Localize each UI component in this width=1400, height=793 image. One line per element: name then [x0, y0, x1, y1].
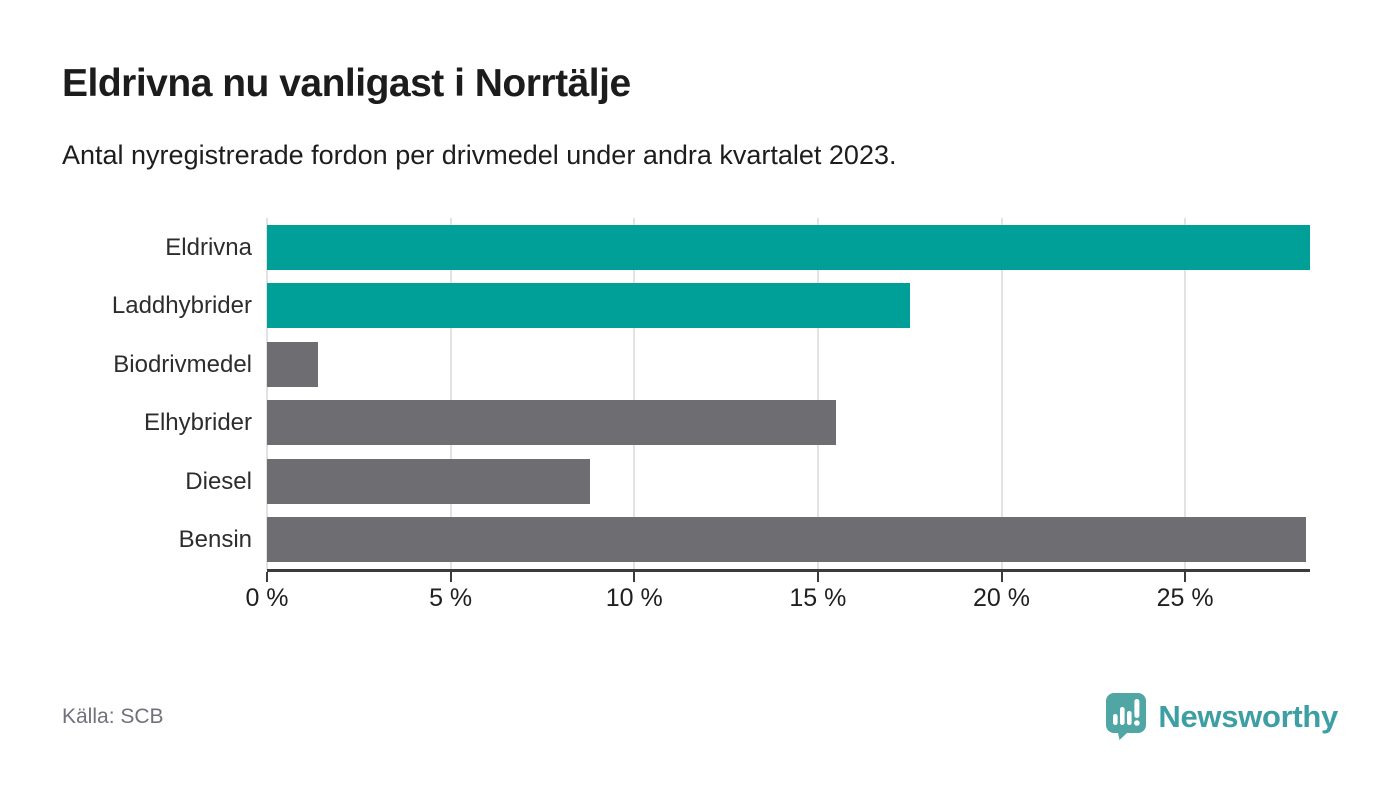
x-tick-label: 10 %	[605, 584, 663, 612]
x-tick-label: 5 %	[429, 584, 473, 612]
x-tick	[633, 572, 636, 582]
gridline	[266, 218, 268, 570]
source-note: Källa: SCB	[62, 705, 164, 728]
x-tick	[1000, 572, 1003, 582]
page-title: Eldrivna nu vanligast i Norrtälje	[62, 62, 631, 105]
category-label: Biodrivmedel	[113, 350, 252, 378]
y-axis-labels: Eldrivna Laddhybrider Biodrivmedel Elhybrid…	[40, 218, 252, 570]
gridline	[816, 218, 819, 570]
x-tick-label: 25 %	[1156, 584, 1214, 612]
x-tick	[266, 572, 268, 582]
x-tick-label: 15 %	[789, 584, 847, 612]
gridline	[449, 218, 452, 570]
x-tick-label: 0 %	[245, 584, 289, 612]
brand-name: Newsworthy	[1158, 698, 1338, 734]
category-label: Elhybrider	[143, 409, 252, 437]
category-label: Bensin	[178, 526, 252, 553]
x-tick	[816, 572, 819, 582]
gridline	[633, 218, 636, 570]
gridline	[1000, 218, 1003, 570]
bar-biodrivmedel	[267, 341, 319, 387]
x-tick	[1184, 572, 1187, 582]
x-axis-line	[267, 569, 1310, 572]
newsworthy-logo: Newsworthy	[1105, 692, 1338, 741]
gridline	[1184, 218, 1187, 570]
bar-elhybrider	[267, 400, 837, 446]
speech-bubble-chart-icon	[1105, 692, 1147, 741]
x-tick-label: 20 %	[973, 584, 1030, 612]
page-subtitle: Antal nyregistrerade fordon per drivmede…	[62, 140, 897, 170]
x-tick	[449, 572, 452, 582]
plot-area	[266, 218, 1310, 570]
category-label: Diesel	[185, 467, 252, 495]
category-label: Laddhybrider	[111, 292, 252, 320]
bar-bensin	[267, 517, 1307, 562]
category-label: Eldrivna	[165, 234, 252, 261]
bar-laddhybrider	[267, 283, 910, 329]
bar-eldrivna	[267, 225, 1310, 270]
bar-diesel	[267, 458, 591, 504]
